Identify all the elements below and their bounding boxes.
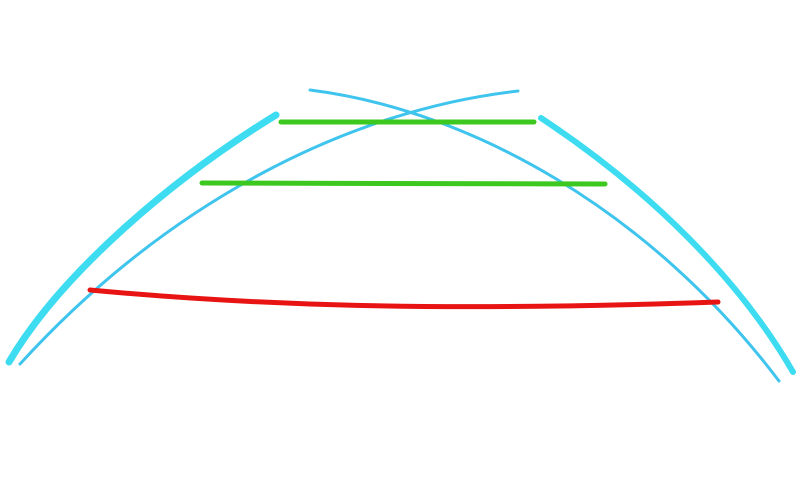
outer-left-guide-line <box>5 111 280 366</box>
mid-distance-marker-line <box>199 180 608 187</box>
near-distance-marker-line <box>87 287 721 310</box>
trajectory-right-guide-line <box>308 88 781 383</box>
outer-right-guide-line <box>538 115 796 375</box>
trajectory-left-guide-line <box>18 89 520 366</box>
